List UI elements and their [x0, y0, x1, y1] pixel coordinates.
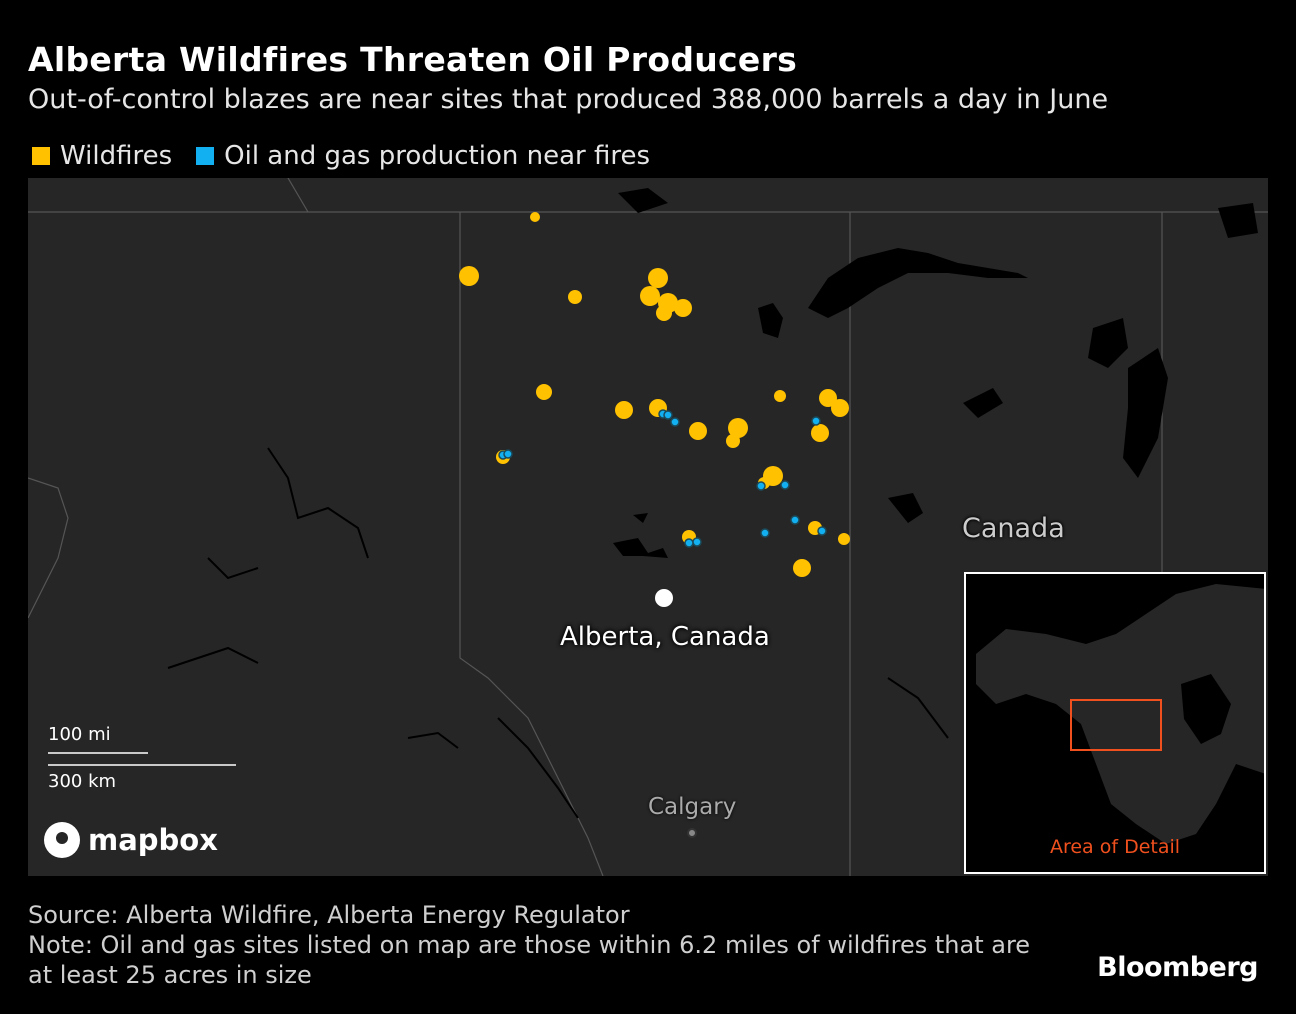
area-of-detail-box	[1070, 699, 1162, 751]
oil-gas-site-mark	[790, 515, 800, 525]
wildfire-mark	[568, 290, 582, 304]
wildfire-mark	[536, 384, 552, 400]
border-line	[28, 477, 69, 619]
river	[167, 646, 259, 669]
lake	[963, 388, 1003, 418]
wildfire-mark	[640, 286, 660, 306]
north-america-land	[976, 584, 1264, 844]
border-line	[459, 212, 604, 876]
inset-label: Area of Detail	[1049, 836, 1181, 858]
lake	[1123, 348, 1168, 478]
legend-item-wildfires: Wildfires	[32, 141, 172, 171]
wildfire-mark	[459, 266, 479, 286]
lake	[1218, 203, 1258, 238]
lake	[888, 493, 923, 523]
inset-map: Area of Detail	[964, 572, 1266, 874]
wildfire-mark	[819, 389, 837, 407]
wildfire-layer	[459, 212, 850, 577]
legend-label: Wildfires	[60, 141, 173, 171]
lake	[758, 303, 783, 338]
chart-title: Alberta Wildfires Threaten Oil Producers	[28, 40, 798, 79]
scale-miles-label: 100 mi	[48, 724, 111, 745]
map[interactable]: Canada Alberta, Canada Calgary 100 mi 30…	[28, 178, 1268, 876]
wildfire-mark	[726, 434, 740, 448]
oil-gas-site-mark	[811, 416, 821, 426]
wildfire-mark	[674, 299, 692, 317]
lake	[1088, 318, 1128, 368]
river	[497, 717, 579, 819]
legend-item-oil-gas: Oil and gas production near fires	[196, 141, 650, 171]
mapbox-text: mapbox	[88, 823, 218, 857]
rivers	[167, 447, 949, 819]
oil-gas-site-mark	[670, 417, 680, 427]
wildfire-mark	[811, 424, 829, 442]
wildfire-mark	[656, 305, 672, 321]
legend-label: Oil and gas production near fires	[224, 141, 651, 171]
border-line	[287, 178, 309, 213]
oil-gas-site-mark	[503, 449, 513, 459]
bloomberg-logo: Bloomberg	[1097, 952, 1258, 983]
river	[887, 677, 949, 739]
map-canvas	[28, 178, 1268, 876]
country-label: Canada	[962, 513, 1065, 544]
oil-gas-site-mark	[663, 410, 673, 420]
wildfire-mark	[838, 533, 850, 545]
lakes	[613, 188, 1258, 558]
lake	[808, 248, 1028, 318]
lake	[633, 513, 648, 523]
oil-gas-site-mark	[780, 480, 790, 490]
wildfire-mark	[774, 390, 786, 402]
footer: Source: Alberta Wildfire, Alberta Energy…	[28, 900, 1038, 990]
borders	[28, 178, 1268, 876]
river	[407, 731, 459, 749]
legend: Wildfires Oil and gas production near fi…	[32, 141, 674, 171]
alberta-label: Alberta, Canada	[560, 622, 770, 652]
oil-gas-layer	[498, 409, 827, 548]
wildfire-swatch	[32, 147, 50, 165]
oil-gas-site-mark	[817, 526, 827, 536]
lake	[618, 188, 668, 213]
wildfire-mark	[615, 401, 633, 419]
oil-gas-site-mark	[756, 481, 766, 491]
wildfire-mark	[831, 399, 849, 417]
inset-canvas	[976, 584, 1264, 844]
footnote: Note: Oil and gas sites listed on map ar…	[28, 931, 1031, 989]
lake	[613, 538, 668, 558]
mapbox-attribution[interactable]: mapbox	[44, 822, 218, 858]
source-note: Source: Alberta Wildfire, Alberta Energy…	[28, 901, 630, 929]
river	[207, 557, 259, 580]
mapbox-logo-icon	[44, 822, 80, 858]
oil-gas-site-mark	[692, 537, 702, 547]
chart-subtitle: Out-of-control blazes are near sites tha…	[28, 84, 1109, 115]
calgary-label: Calgary	[648, 794, 737, 820]
scale-km-label: 300 km	[48, 771, 117, 792]
oil-gas-site-mark	[684, 538, 694, 548]
wildfire-mark	[728, 418, 748, 438]
oil-gas-site-mark	[760, 528, 770, 538]
wildfire-mark	[689, 422, 707, 440]
river	[267, 447, 369, 559]
calgary-marker	[687, 828, 697, 838]
wildfire-mark	[648, 268, 668, 288]
wildfire-mark	[793, 559, 811, 577]
hudson-bay	[1181, 674, 1231, 744]
alberta-marker	[655, 589, 673, 607]
oil-gas-swatch	[196, 147, 215, 165]
wildfire-mark	[530, 212, 540, 222]
